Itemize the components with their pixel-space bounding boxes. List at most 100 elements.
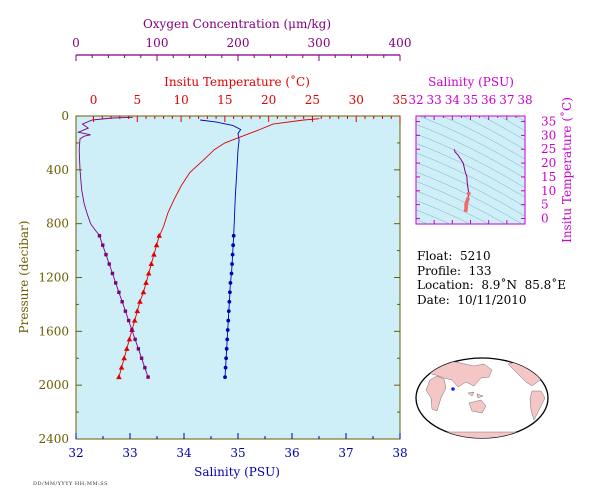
profile-plot-background bbox=[75, 115, 401, 440]
salinity-marker bbox=[224, 356, 229, 361]
ts-deep-marker bbox=[466, 191, 471, 196]
density-contour-line bbox=[416, 181, 506, 224]
temperature-marker bbox=[153, 242, 160, 248]
density-contours bbox=[411, 0, 535, 224]
temperature-tick-label: 35 bbox=[392, 93, 407, 107]
temperature-tick-label: 0 bbox=[90, 93, 98, 107]
float-location-marker bbox=[451, 387, 455, 391]
density-contour-line bbox=[462, 116, 525, 151]
oxygen-marker bbox=[120, 300, 124, 304]
temperature-marker bbox=[143, 279, 149, 285]
oxygen-marker bbox=[126, 318, 131, 323]
salinity-axis-title: Salinity (PSU) bbox=[194, 465, 280, 479]
salinity-marker bbox=[229, 271, 234, 276]
oxygen-tick-label: 100 bbox=[146, 36, 169, 50]
ts-temperature-tick-label: 35 bbox=[541, 115, 556, 129]
pressure-tick-label: 2000 bbox=[38, 378, 69, 392]
ts-temperature-tick-label: 30 bbox=[541, 128, 556, 142]
ts-temperature-tick-label: 0 bbox=[541, 211, 549, 225]
salinity-tick-label: 34 bbox=[176, 446, 192, 460]
temperature-tick-label: 20 bbox=[261, 93, 276, 107]
salinity-tick-label: 38 bbox=[392, 446, 407, 460]
temperature-marker bbox=[156, 232, 162, 238]
antarctica-landmass bbox=[419, 431, 546, 438]
ts-salinity-tick-label: 34 bbox=[445, 93, 461, 107]
south-america-landmass bbox=[529, 390, 546, 421]
oxygen-marker bbox=[133, 337, 137, 342]
salinity-marker bbox=[226, 318, 231, 323]
salinity-tick-label: 33 bbox=[122, 446, 137, 460]
density-contour-line bbox=[416, 143, 525, 198]
ts-salinity-tick-label: 35 bbox=[463, 93, 478, 107]
salinity-marker bbox=[230, 252, 235, 257]
temperature-marker bbox=[131, 317, 138, 323]
temperature-marker bbox=[134, 308, 141, 314]
temperature-marker bbox=[137, 298, 143, 304]
oxygen-tick-label: 0 bbox=[72, 36, 80, 50]
density-contour-line bbox=[416, 209, 451, 224]
oxygen-marker bbox=[123, 309, 128, 313]
oxygen-tick-label: 200 bbox=[227, 36, 250, 50]
oxygen-marker bbox=[97, 234, 102, 238]
salinity-tick-label: 36 bbox=[284, 446, 299, 460]
ts-curve bbox=[453, 149, 471, 213]
temperature-marker bbox=[140, 289, 147, 295]
density-contour-line bbox=[411, 0, 535, 33]
density-contour-line bbox=[416, 219, 429, 224]
oxygen-axis-title: Oxygen Concentration (μm/kg) bbox=[143, 17, 331, 31]
temperature-marker bbox=[145, 270, 152, 276]
salinity-marker bbox=[225, 337, 230, 342]
salinity-marker bbox=[224, 346, 229, 351]
australia-landmass bbox=[468, 399, 487, 414]
ts-temperature-title: Insitu Temperature (˚C) bbox=[559, 97, 574, 243]
temperature-marker bbox=[151, 251, 157, 257]
ts-temperature-tick-label: 10 bbox=[541, 184, 556, 198]
ts-salinity-tick-label: 37 bbox=[499, 93, 514, 107]
oxygen-tick-label: 300 bbox=[308, 36, 331, 50]
salinity-marker bbox=[228, 280, 233, 285]
salinity-tick-label: 37 bbox=[338, 446, 353, 460]
temperature-marker bbox=[123, 345, 130, 351]
oxygen-marker bbox=[101, 243, 105, 247]
density-contour-line bbox=[515, 116, 525, 122]
density-contour-line bbox=[416, 124, 525, 179]
ts-temperature-tick-label: 15 bbox=[541, 170, 556, 184]
profile-date: Date: 10/11/2010 bbox=[417, 292, 527, 307]
oxygen-marker bbox=[110, 271, 115, 276]
salinity-marker bbox=[228, 290, 232, 295]
ts-deep-marker bbox=[463, 208, 468, 213]
salinity-marker bbox=[225, 328, 230, 332]
pressure-axis-title: Pressure (decibar) bbox=[17, 221, 31, 334]
oxygen-marker bbox=[139, 356, 144, 360]
temperature-marker bbox=[116, 374, 122, 380]
float-info: Float: 5210 Profile: 133 Location: 8.9˚N… bbox=[417, 249, 566, 307]
ts-salinity-tick-label: 33 bbox=[427, 93, 442, 107]
density-contour-line bbox=[416, 152, 525, 208]
salinity-marker bbox=[231, 243, 236, 248]
temperature-tick-label: 25 bbox=[305, 93, 320, 107]
density-contour-line bbox=[416, 190, 489, 224]
density-contour-line bbox=[416, 133, 525, 189]
salinity-marker bbox=[230, 262, 234, 266]
ts-temperature-tick-label: 5 bbox=[541, 198, 549, 212]
ts-diagram-background bbox=[415, 115, 526, 225]
salinity-tick-label: 32 bbox=[68, 446, 83, 460]
maritime-se-asia-islands bbox=[467, 391, 484, 399]
density-contour-line bbox=[411, 0, 535, 23]
temperature-marker bbox=[118, 364, 125, 370]
salinity-marker bbox=[223, 365, 228, 370]
temperature-tick-label: 30 bbox=[349, 93, 364, 107]
oxygen-marker bbox=[143, 365, 147, 370]
oxygen-marker bbox=[113, 281, 118, 285]
profile-number: Profile: 133 bbox=[417, 263, 492, 278]
density-contour-line bbox=[411, 0, 535, 52]
pressure-tick-label: 0 bbox=[61, 109, 69, 123]
float-id: Float: 5210 bbox=[417, 249, 491, 263]
location-map bbox=[415, 357, 549, 439]
ts-temperature-tick-label: 25 bbox=[541, 142, 556, 156]
profile-curves bbox=[76, 116, 320, 380]
salinity-marker bbox=[231, 233, 236, 238]
salinity-tick-label: 35 bbox=[230, 446, 245, 460]
oxygen-marker bbox=[146, 375, 150, 379]
